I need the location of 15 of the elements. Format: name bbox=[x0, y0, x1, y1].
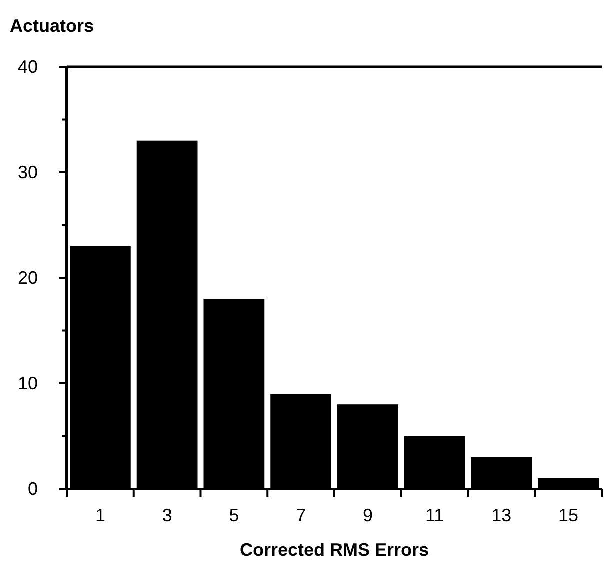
y-axis-title: Actuators bbox=[10, 16, 94, 36]
x-tick-label: 5 bbox=[229, 505, 240, 526]
x-tick-label: 13 bbox=[492, 505, 512, 526]
x-tick-label: 7 bbox=[296, 505, 306, 526]
x-axis-title: Corrected RMS Errors bbox=[240, 540, 430, 560]
x-tick-label: 1 bbox=[95, 505, 106, 526]
x-tick-label: 9 bbox=[362, 505, 373, 526]
y-tick-label: 30 bbox=[18, 162, 38, 182]
x-tick-label: 3 bbox=[162, 505, 172, 526]
y-tick-label: 40 bbox=[18, 56, 38, 77]
x-tick-label: 15 bbox=[558, 505, 579, 526]
y-tick-label: 10 bbox=[18, 373, 38, 394]
x-tick-label: 11 bbox=[425, 505, 444, 526]
y-tick-label: 0 bbox=[28, 478, 38, 499]
y-tick-label: 20 bbox=[18, 268, 38, 288]
